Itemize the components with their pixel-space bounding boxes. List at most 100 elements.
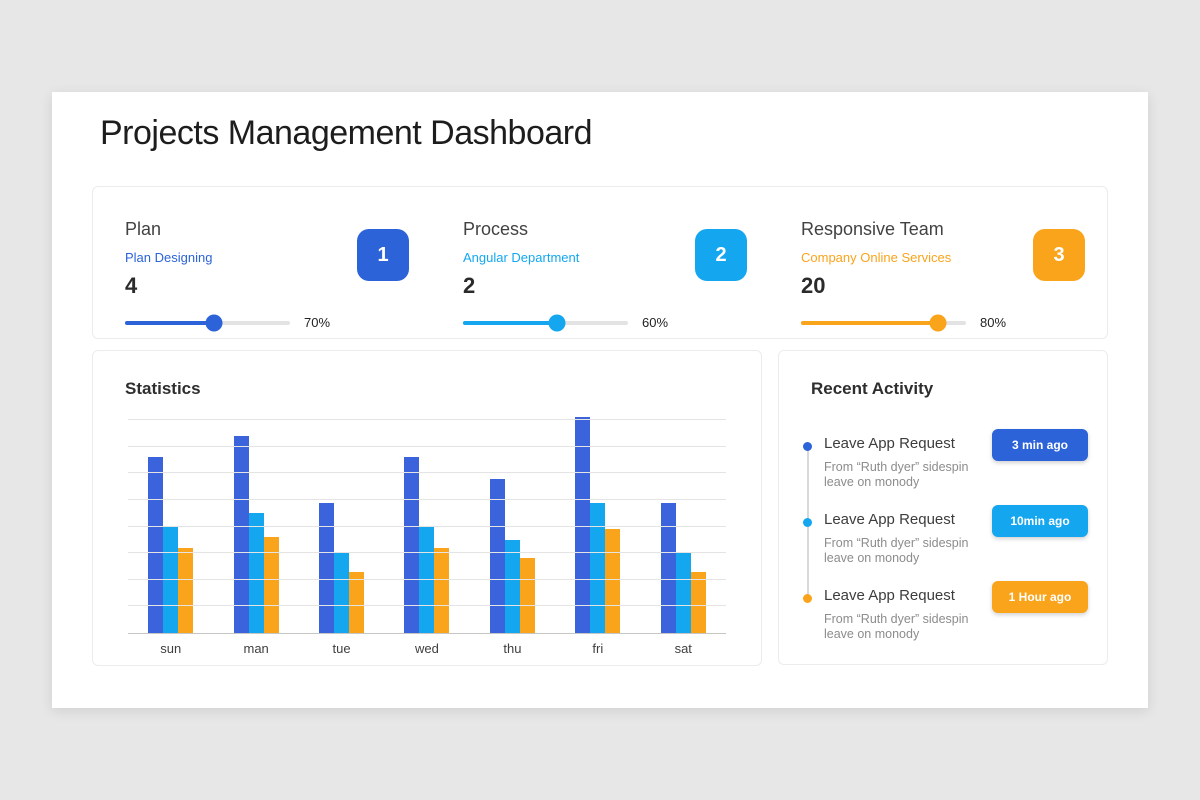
bar-group xyxy=(470,420,555,633)
gridline xyxy=(128,552,726,554)
summary-value: 4 xyxy=(125,273,138,298)
bar xyxy=(605,529,621,633)
x-axis-label: fri xyxy=(592,641,604,656)
page-title: Projects Management Dashboard xyxy=(100,114,593,152)
activity-item-description: From “Ruth dyer” sidespin xyxy=(824,460,969,474)
statistics-card: Statistics sun man tue wed thu fri sat xyxy=(92,350,762,666)
activity-item-title: Leave App Request xyxy=(824,587,955,604)
gridline xyxy=(128,525,726,527)
activity-item: Leave App Request From “Ruth dyer” sides… xyxy=(803,581,1107,642)
x-axis-label: man xyxy=(243,641,269,656)
activity-item-description: leave on monody xyxy=(824,627,920,641)
timeline-dot-icon xyxy=(803,518,812,527)
timeline-dot-icon xyxy=(803,594,812,603)
slider-percent-label: 60% xyxy=(642,315,669,330)
gridline xyxy=(128,419,726,420)
activity-timeline: Leave App Request From “Ruth dyer” sides… xyxy=(803,429,1107,663)
bar xyxy=(248,513,264,633)
summary-section-plan: Plan Plan Designing 4 70% 1 xyxy=(93,187,431,338)
bar-group xyxy=(299,420,384,633)
bar xyxy=(434,547,450,633)
bar xyxy=(419,526,435,633)
slider-track[interactable] xyxy=(463,314,628,331)
activity-item: Leave App Request From “Ruth dyer” sides… xyxy=(803,429,1107,490)
slider-fill xyxy=(125,320,215,325)
progress-slider[interactable]: 70% xyxy=(125,314,431,331)
bar-chart-plot xyxy=(128,417,726,634)
summary-section-process: Process Angular Department 2 60% 2 xyxy=(431,187,769,338)
activity-item-description: From “Ruth dyer” sidespin xyxy=(824,612,969,626)
activity-item-title: Leave App Request xyxy=(824,511,955,528)
summary-title: Process xyxy=(463,219,529,239)
slider-fill xyxy=(463,320,558,325)
slider-percent-label: 70% xyxy=(304,315,331,330)
summary-value: 2 xyxy=(463,273,476,298)
bar-group xyxy=(128,420,213,633)
bar xyxy=(504,539,520,633)
bar-group xyxy=(555,417,640,633)
bar xyxy=(319,502,335,633)
recent-activity-title: Recent Activity xyxy=(811,379,934,398)
bar xyxy=(349,571,365,633)
step-badge-1: 1 xyxy=(357,229,409,281)
gridline xyxy=(128,472,726,474)
recent-activity-card: Recent Activity Leave App Request From “… xyxy=(778,350,1108,665)
slider-fill xyxy=(801,320,938,325)
bar xyxy=(163,526,179,633)
bar xyxy=(233,435,249,633)
slider-track[interactable] xyxy=(125,314,290,331)
x-axis-label: wed xyxy=(415,641,439,656)
summary-subtitle: Angular Department xyxy=(463,250,580,265)
bar xyxy=(660,502,676,633)
activity-item-title: Leave App Request xyxy=(824,435,955,452)
activity-item-description: From “Ruth dyer” sidespin xyxy=(824,536,969,550)
bar-chart-labels: sun man tue wed thu fri sat xyxy=(128,641,726,656)
summary-subtitle: Company Online Services xyxy=(801,250,952,265)
activity-item-description: leave on monody xyxy=(824,551,920,565)
activity-item-description: leave on monody xyxy=(824,475,920,489)
summary-title: Responsive Team xyxy=(801,219,944,239)
bar xyxy=(675,553,691,633)
summary-card: Plan Plan Designing 4 70% 1 Process Angu… xyxy=(92,186,1108,339)
gridline xyxy=(128,498,726,500)
gridline xyxy=(128,445,726,447)
bar xyxy=(519,558,535,633)
summary-value: 20 xyxy=(801,273,826,298)
gridline xyxy=(128,605,726,607)
summary-section-responsive-team: Responsive Team Company Online Services … xyxy=(769,187,1107,338)
summary-title: Plan xyxy=(125,219,162,239)
bar-group xyxy=(641,420,726,633)
bar xyxy=(590,502,606,633)
x-axis-label: sat xyxy=(674,641,692,656)
bar xyxy=(690,571,706,633)
bar xyxy=(404,457,420,633)
bar xyxy=(263,537,279,633)
bar-group xyxy=(213,420,298,633)
time-badge: 1 Hour ago xyxy=(992,581,1088,613)
slider-thumb[interactable] xyxy=(548,314,566,331)
progress-slider[interactable]: 60% xyxy=(463,314,769,331)
step-badge-2: 2 xyxy=(695,229,747,281)
timeline-dot-icon xyxy=(803,442,812,451)
progress-slider[interactable]: 80% xyxy=(801,314,1107,331)
slider-thumb[interactable] xyxy=(929,314,947,331)
summary-subtitle: Plan Designing xyxy=(125,250,213,265)
slider-thumb[interactable] xyxy=(205,314,223,331)
slider-percent-label: 80% xyxy=(980,315,1007,330)
step-badge-3: 3 xyxy=(1033,229,1085,281)
statistics-title: Statistics xyxy=(125,379,201,398)
gridline xyxy=(128,578,726,580)
x-axis-label: thu xyxy=(503,641,522,656)
bar xyxy=(148,457,164,633)
activity-item: Leave App Request From “Ruth dyer” sides… xyxy=(803,505,1107,566)
bar xyxy=(489,478,505,633)
slider-track[interactable] xyxy=(801,314,966,331)
x-axis-label: tue xyxy=(332,641,351,656)
time-badge: 3 min ago xyxy=(992,429,1088,461)
time-badge: 10min ago xyxy=(992,505,1088,537)
bar xyxy=(178,547,194,633)
dashboard-sheet: Projects Management Dashboard Plan Plan … xyxy=(52,92,1148,708)
bar xyxy=(334,553,350,633)
x-axis-label: sun xyxy=(160,641,182,656)
bar-group xyxy=(384,420,469,633)
